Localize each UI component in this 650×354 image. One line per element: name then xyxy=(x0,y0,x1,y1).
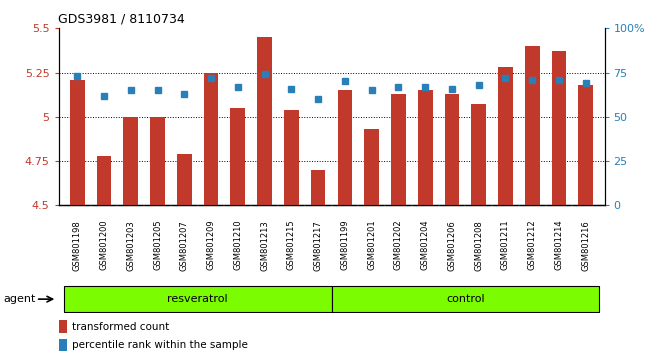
Text: GSM801215: GSM801215 xyxy=(287,220,296,270)
Text: GSM801201: GSM801201 xyxy=(367,220,376,270)
Bar xyxy=(498,67,513,205)
Text: GSM801200: GSM801200 xyxy=(99,220,109,270)
Text: GSM801202: GSM801202 xyxy=(394,220,403,270)
Text: GSM801206: GSM801206 xyxy=(447,220,456,270)
Text: agent: agent xyxy=(3,294,36,304)
Bar xyxy=(70,80,84,205)
Text: GSM801213: GSM801213 xyxy=(260,220,269,270)
Bar xyxy=(177,154,192,205)
Text: GSM801212: GSM801212 xyxy=(528,220,537,270)
Text: GSM801217: GSM801217 xyxy=(313,220,322,270)
Bar xyxy=(203,73,218,205)
Text: GSM801207: GSM801207 xyxy=(180,220,188,270)
Text: GSM801214: GSM801214 xyxy=(554,220,564,270)
Text: percentile rank within the sample: percentile rank within the sample xyxy=(72,340,248,350)
Bar xyxy=(445,94,460,205)
Bar xyxy=(471,104,486,205)
Bar xyxy=(337,90,352,205)
Bar xyxy=(257,37,272,205)
Bar xyxy=(418,90,432,205)
Text: GSM801208: GSM801208 xyxy=(474,220,483,270)
Text: GSM801205: GSM801205 xyxy=(153,220,162,270)
Text: GSM801211: GSM801211 xyxy=(501,220,510,270)
Text: control: control xyxy=(446,294,485,304)
Bar xyxy=(150,117,165,205)
Bar xyxy=(124,117,138,205)
Text: GSM801209: GSM801209 xyxy=(207,220,216,270)
Text: transformed count: transformed count xyxy=(72,321,170,332)
FancyBboxPatch shape xyxy=(64,286,332,312)
Text: GSM801203: GSM801203 xyxy=(126,220,135,270)
Text: GDS3981 / 8110734: GDS3981 / 8110734 xyxy=(58,12,185,25)
Bar xyxy=(311,170,326,205)
Bar xyxy=(525,46,540,205)
Bar xyxy=(231,108,245,205)
Text: GSM801210: GSM801210 xyxy=(233,220,242,270)
Bar xyxy=(552,51,566,205)
Text: GSM801198: GSM801198 xyxy=(73,220,82,270)
Bar xyxy=(391,94,406,205)
Bar xyxy=(364,129,379,205)
Bar xyxy=(97,156,111,205)
Bar xyxy=(284,110,299,205)
Text: resveratrol: resveratrol xyxy=(167,294,228,304)
Bar xyxy=(578,85,593,205)
FancyBboxPatch shape xyxy=(332,286,599,312)
Text: GSM801199: GSM801199 xyxy=(341,220,350,270)
Text: GSM801216: GSM801216 xyxy=(581,220,590,270)
Text: GSM801204: GSM801204 xyxy=(421,220,430,270)
